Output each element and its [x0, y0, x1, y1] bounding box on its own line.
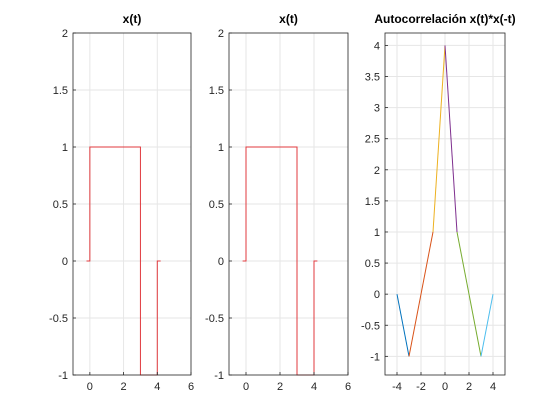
y-tick-label: -0.5: [49, 313, 68, 325]
series-line: [444, 45, 458, 233]
y-tick-label: 2: [218, 28, 224, 40]
y-tick-label: 0.5: [365, 258, 380, 270]
y-tick-label: 3: [374, 103, 380, 115]
subplot-2: 0 2 4 6 -1 -0.5 0 0.5 1 1.5 2 x(t): [205, 12, 351, 393]
y-tick-label: 1.5: [365, 196, 380, 208]
x-tick-label: 0: [87, 381, 93, 393]
y-tick-label: 4: [374, 40, 380, 52]
x-tick-label: 6: [188, 381, 194, 393]
series-line: [396, 294, 410, 357]
y-tick-label: 0.5: [53, 199, 68, 211]
y-tick-label: 0.5: [209, 199, 224, 211]
x-tick-label: 4: [311, 381, 317, 393]
y-tick-label: 0: [218, 256, 224, 268]
series-line: [456, 231, 482, 357]
x-tick-label: 6: [345, 381, 351, 393]
x-tick-label: 0: [243, 381, 249, 393]
y-tick-label: -1: [370, 351, 380, 363]
series-line: [408, 231, 434, 357]
y-tick-label: 1: [62, 142, 68, 154]
y-tick-label: 1: [374, 227, 380, 239]
series-line: [480, 294, 494, 357]
y-tick-label: -0.5: [361, 320, 380, 332]
y-tick-label: 0: [374, 289, 380, 301]
y-tick-label: -1: [58, 370, 68, 382]
x-tick-label: 2: [466, 381, 472, 393]
x-tick-label: -2: [416, 381, 426, 393]
x-tick-label: 4: [154, 381, 160, 393]
y-tick-label: -0.5: [205, 313, 224, 325]
y-tick-label: 1: [218, 142, 224, 154]
y-tick-label: 1.5: [53, 85, 68, 97]
subplot-1: 0 2 4 6 -1 -0.5 0 0.5 1 1.5 2 x(t): [49, 12, 194, 393]
chart-title: x(t): [123, 12, 142, 26]
chart-title: x(t): [279, 12, 298, 26]
y-tick-label: -1: [214, 370, 224, 382]
series-line: [86, 146, 161, 376]
chart-title: Autocorrelación x(t)*x(-t): [374, 12, 515, 26]
y-tick-label: 1.5: [209, 85, 224, 97]
y-tick-label: 2.5: [365, 134, 380, 146]
y-tick-label: 2: [374, 165, 380, 177]
x-tick-label: -4: [392, 381, 402, 393]
series-line: [432, 45, 446, 233]
x-tick-label: 2: [121, 381, 127, 393]
subplot-3: -4 -2 0 2 4 -1 -0.5 0 0.5 1 1.5 2 2.5 3 3.5 4 Autocorrel…: [361, 12, 516, 393]
x-tick-label: 2: [277, 381, 283, 393]
x-tick-label: 0: [442, 381, 448, 393]
series-line: [242, 146, 318, 376]
y-tick-label: 0: [62, 256, 68, 268]
y-tick-label: 3.5: [365, 72, 380, 84]
x-tick-label: 4: [490, 381, 496, 393]
y-tick-label: 2: [62, 28, 68, 40]
